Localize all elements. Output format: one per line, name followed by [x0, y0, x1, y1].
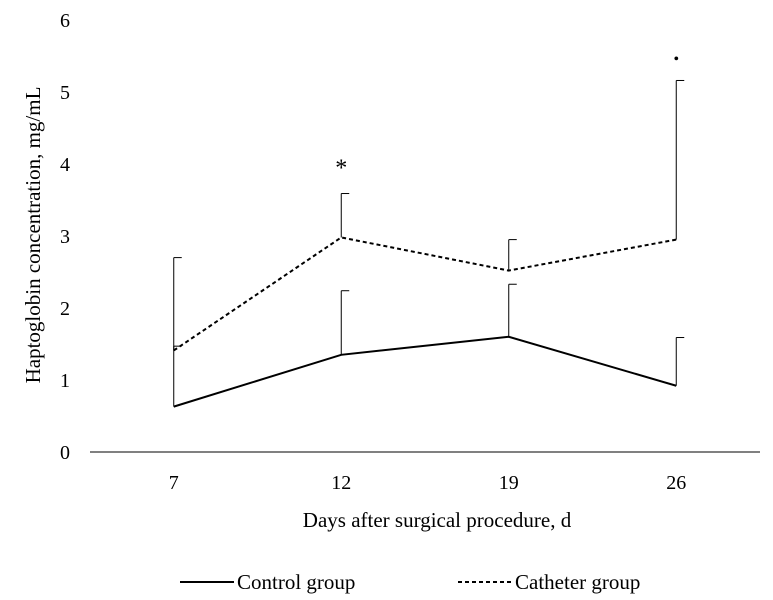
legend-label-control: Control group	[237, 570, 355, 594]
series-lines	[173, 236, 677, 408]
y-tick-label: 5	[60, 82, 70, 104]
series-line-catheter-group	[173, 236, 677, 352]
y-tick-label: 3	[60, 226, 70, 248]
y-tick-label: 2	[60, 298, 70, 320]
x-tick-label: 19	[499, 472, 519, 494]
legend-label-catheter: Catheter group	[515, 570, 640, 594]
y-axis-ticks: 0 1 2 3 4 5 6	[60, 10, 70, 464]
x-tick-label: 12	[331, 472, 351, 494]
legend: Control group Catheter group	[180, 570, 640, 594]
significance-annotation: •	[673, 51, 679, 68]
series-line-control-group	[173, 335, 677, 408]
significance-marks: *•	[335, 51, 679, 182]
y-axis-title: Haptoglobin concentration, mg/mL	[21, 87, 45, 384]
x-axis-ticks: 7 12 19 26	[169, 472, 687, 494]
x-tick-label: 26	[666, 472, 686, 494]
error-bars	[173, 79, 685, 407]
x-axis-title: Days after surgical procedure, d	[303, 508, 572, 532]
x-tick-label: 7	[169, 472, 179, 494]
significance-annotation: *	[335, 156, 347, 182]
y-tick-label: 4	[60, 154, 70, 176]
y-tick-label: 6	[60, 10, 70, 32]
y-tick-label: 1	[60, 370, 70, 392]
y-tick-label: 0	[60, 442, 70, 464]
